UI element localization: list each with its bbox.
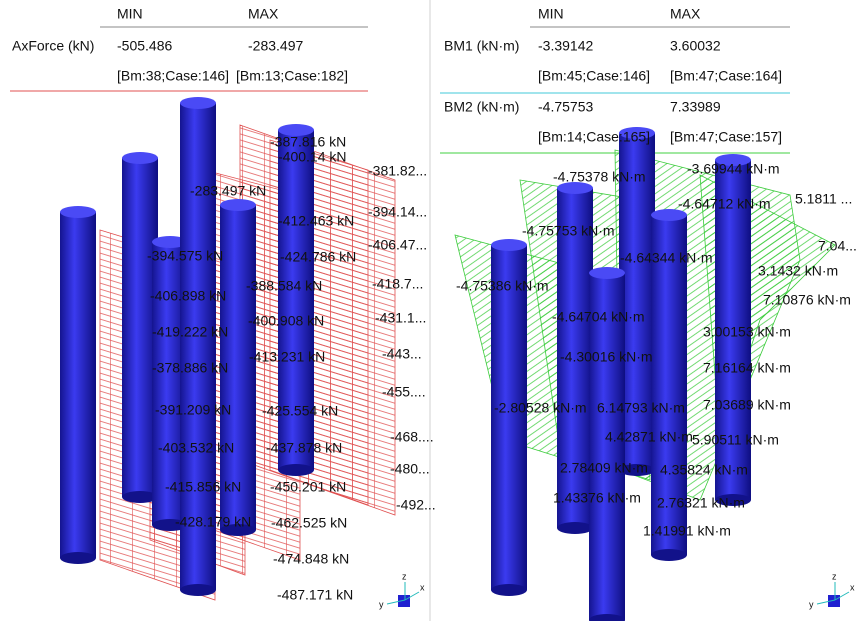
max-value: -283.497	[248, 38, 303, 54]
max-location: [Bm:47;Case:164]	[670, 68, 782, 84]
force-label: -455....	[382, 384, 426, 400]
force-label: -388.584 kN	[246, 278, 322, 294]
min-location: [Bm:45;Case:146]	[538, 68, 650, 84]
min-value: -4.75753	[538, 99, 593, 115]
moment-label: 1.43376 kN·m	[553, 490, 641, 506]
moment-label: 4.42871 kN·m	[605, 429, 693, 445]
pile-top	[180, 97, 216, 109]
pile-top	[589, 267, 625, 279]
moment-label: 6.14793 kN·m	[597, 400, 685, 416]
moment-label: 7.16164 kN·m	[703, 360, 791, 376]
force-label: -474.848 kN	[273, 551, 349, 567]
pile-member	[60, 212, 96, 558]
moment-label: -4.75386 kN·m	[456, 278, 549, 294]
moment-label: 2.76321 kN·m	[657, 495, 745, 511]
column-header: MIN	[117, 6, 143, 22]
page: MIN MAX AxForce (kN) -505.486 -283.497 [Bm:38…	[0, 0, 860, 621]
force-label: -443...	[382, 346, 422, 362]
max-location: [Bm:13;Case:182]	[236, 68, 348, 84]
moment-label: 4.35824 kN·m	[660, 462, 748, 478]
force-label: -487.171 kN	[277, 587, 353, 603]
pile-bottom	[60, 552, 96, 564]
moment-label: -4.75753 kN·m	[522, 223, 615, 239]
column-header: MAX	[670, 6, 701, 22]
force-label: -428.179 kN	[175, 514, 251, 530]
force-label: -406.898 kN	[150, 288, 226, 304]
force-label: -419.222 kN	[152, 324, 228, 340]
force-label: -480...	[390, 461, 430, 477]
force-label: -462.525 kN	[271, 515, 347, 531]
column-header: MIN	[538, 6, 564, 22]
force-label: -400.14 kN	[278, 149, 346, 165]
force-label: -418.7...	[372, 276, 423, 292]
pile-bottom	[180, 584, 216, 596]
moment-label: 3.1432 kN·m	[758, 263, 838, 279]
result-label: BM1 (kN·m)	[444, 38, 519, 54]
force-label: -406.47...	[368, 237, 427, 253]
force-label: -412.463 kN	[278, 213, 354, 229]
pile-bottom	[491, 584, 527, 596]
pile-bottom	[278, 464, 314, 476]
max-value: 3.60032	[670, 38, 721, 54]
result-label: BM2 (kN·m)	[444, 99, 519, 115]
moment-label: -3.69944 kN·m	[687, 161, 780, 177]
moment-label: -4.64344 kN·m	[620, 250, 713, 266]
pile-bottom	[651, 549, 687, 561]
moment-label: -4.30016 kN·m	[560, 349, 653, 365]
moment-label: 7.10876 kN·m	[763, 292, 851, 308]
pile-member	[491, 245, 527, 590]
screenshot: MIN MAX AxForce (kN) -505.486 -283.497 [Bm:38…	[0, 0, 860, 621]
force-label: -378.886 kN	[152, 360, 228, 376]
min-value: -3.39142	[538, 38, 593, 54]
force-label: -413.231 kN	[249, 349, 325, 365]
min-location: [Bm:14;Case:165]	[538, 129, 650, 145]
moment-label: -2.80528 kN·m	[494, 400, 587, 416]
pile-member	[589, 273, 625, 620]
force-label: -283.497 kN	[190, 183, 266, 199]
force-label: -391.209 kN	[155, 402, 231, 418]
moment-label: 5.90511 kN·m	[692, 432, 779, 448]
force-label: -381.82...	[368, 163, 427, 179]
moment-label: 7.04...	[818, 238, 857, 254]
result-label: AxForce (kN)	[12, 38, 94, 54]
pile-member	[278, 130, 314, 470]
pile-top	[220, 199, 256, 211]
triad-label: y	[809, 599, 814, 609]
moment-label: 1.41991 kN·m	[643, 523, 731, 539]
min-value: -505.486	[117, 38, 172, 54]
triad-label: x	[850, 582, 855, 592]
moment-label: -4.64704 kN·m	[552, 309, 645, 325]
force-label: -415.856 kN	[165, 479, 241, 495]
triad-label: x	[420, 582, 425, 592]
pile-top	[122, 152, 158, 164]
moment-label: 3.00153 kN·m	[703, 324, 791, 340]
force-label: -394.575 kN	[147, 248, 223, 264]
triad-label: z	[832, 571, 837, 581]
triad-label: y	[379, 599, 384, 609]
force-label: -424.786 kN	[280, 249, 356, 265]
force-label: -425.554 kN	[262, 403, 338, 419]
max-location: [Bm:47;Case:157]	[670, 129, 782, 145]
force-label: -492...	[396, 497, 436, 513]
max-value: 7.33989	[670, 99, 721, 115]
min-location: [Bm:38;Case:146]	[117, 68, 229, 84]
force-label: -431.1...	[375, 310, 426, 326]
moment-label: -4.64712 kN·m	[678, 196, 771, 212]
pile-top	[491, 239, 527, 251]
force-label: -400.908 kN	[248, 313, 324, 329]
moment-label: 5.1811 ...	[795, 191, 852, 207]
force-label: -394.14...	[368, 204, 427, 220]
column-header: MAX	[248, 6, 279, 22]
triad-label: z	[402, 571, 407, 581]
force-label: -450.201 kN	[270, 479, 346, 495]
force-label: -403.532 kN	[158, 440, 234, 456]
moment-label: -4.75378 kN·m	[553, 169, 646, 185]
moment-label: 2.78409 kN·m	[560, 460, 648, 476]
moment-label: 7.03689 kN·m	[703, 397, 791, 413]
force-label: -387.816 kN	[270, 134, 346, 150]
force-label: -437.878 kN	[266, 440, 342, 456]
pile-top	[60, 206, 96, 218]
force-label: -468....	[390, 429, 434, 445]
pile-bottom	[557, 522, 593, 534]
